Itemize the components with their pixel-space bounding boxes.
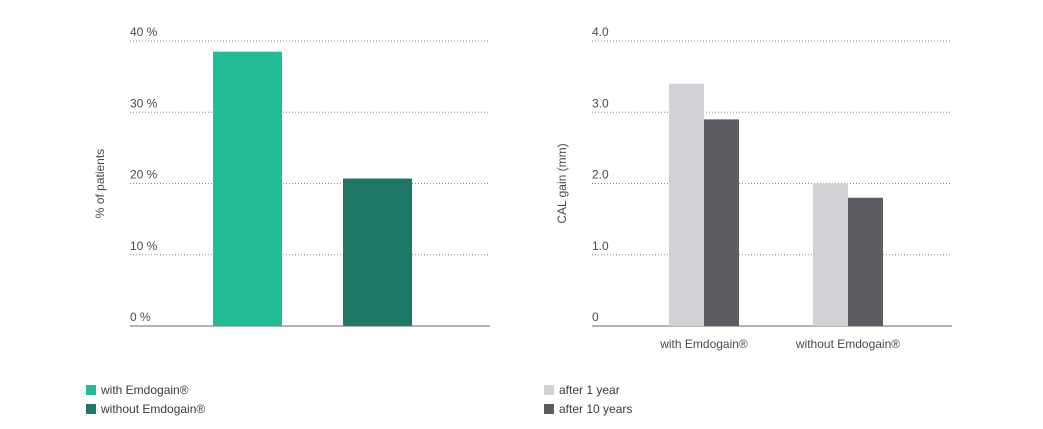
y-tick-label: 1.0 [592, 239, 609, 253]
legend-label: after 1 year [559, 382, 620, 397]
y-tick-label: 0 % [130, 310, 151, 324]
legend-left: with Emdogain® without Emdogain® [86, 380, 205, 418]
legend-item: after 10 years [544, 399, 632, 418]
y-tick-label: 2.0 [592, 168, 609, 182]
y-tick-label: 4.0 [592, 25, 609, 39]
y-axis-title: % of patients [93, 149, 107, 218]
x-category-label: with Emdogain® [659, 337, 748, 351]
legend-label: without Emdogain® [101, 401, 206, 416]
y-tick-label: 30 % [130, 96, 158, 110]
legend-label: with Emdogain® [101, 382, 189, 397]
legend-swatch [86, 403, 96, 414]
x-category-label: without Emdogain® [795, 337, 900, 351]
bar-1 [343, 178, 412, 326]
bar-after-1-year-1 [813, 183, 848, 326]
legend-item: after 1 year [544, 380, 632, 399]
bar-after-10-years-1 [848, 197, 883, 326]
y-tick-label: 20 % [130, 168, 158, 182]
y-tick-label: 0 [592, 310, 599, 324]
legend-swatch [86, 384, 96, 395]
bar-after-10-years-0 [704, 119, 739, 326]
y-axis-title: CAL gain (mm) [555, 143, 569, 223]
legend-swatch [544, 403, 554, 414]
bar-after-1-year-0 [669, 83, 704, 326]
legend-item: with Emdogain® [86, 380, 205, 399]
legend-label: after 10 years [559, 401, 633, 416]
y-tick-label: 40 % [130, 25, 158, 39]
legend-right: after 1 year after 10 years [544, 380, 632, 418]
legend-swatch [544, 384, 554, 395]
y-tick-label: 3.0 [592, 96, 609, 110]
bar-0 [213, 51, 282, 326]
legend-item: without Emdogain® [86, 399, 205, 418]
y-tick-label: 10 % [130, 239, 158, 253]
